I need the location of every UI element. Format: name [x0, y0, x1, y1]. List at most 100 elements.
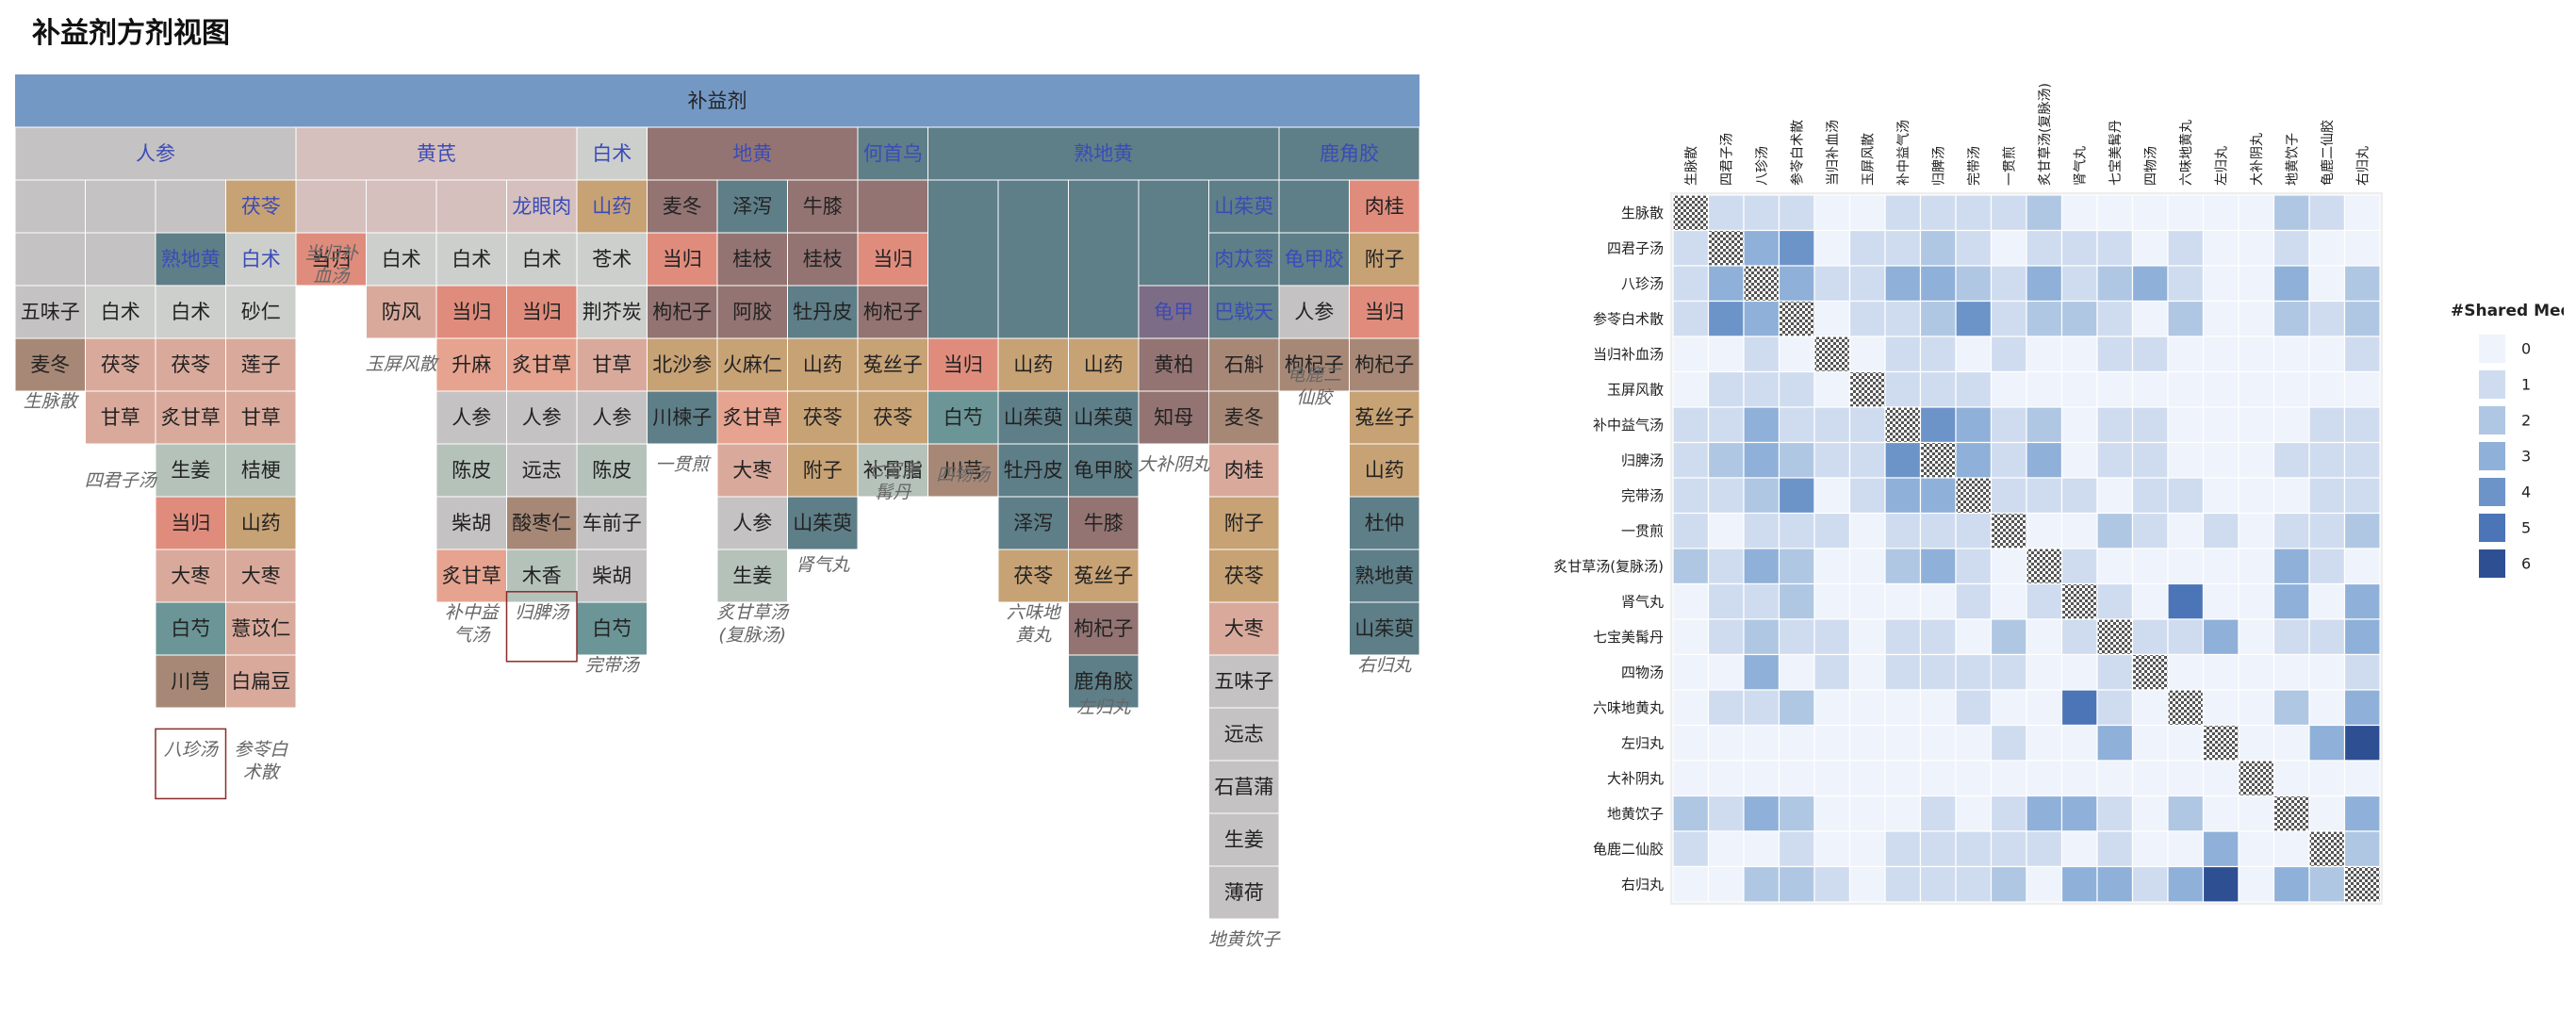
- heatmap-cell[interactable]: [1919, 370, 1957, 408]
- heatmap-cell[interactable]: [2308, 265, 2346, 303]
- heatmap-cell[interactable]: [2167, 618, 2205, 656]
- heatmap-cell[interactable]: [1990, 300, 2027, 337]
- heatmap-cell[interactable]: [1778, 512, 1815, 549]
- formula-label[interactable]: 补中益气汤: [445, 602, 500, 646]
- heatmap-cell[interactable]: [1778, 865, 1815, 903]
- heatmap-cell[interactable]: [2131, 795, 2169, 832]
- heatmap-cell[interactable]: [1672, 441, 1710, 479]
- heatmap-cell[interactable]: [1848, 336, 1886, 373]
- formula-label[interactable]: 归脾汤: [515, 602, 570, 623]
- heatmap-cell[interactable]: [2060, 830, 2098, 868]
- heatmap-cell[interactable]: [2272, 300, 2310, 337]
- heatmap-cell[interactable]: [1778, 370, 1815, 408]
- heatmap-cell[interactable]: [2238, 582, 2275, 620]
- heatmap-cell[interactable]: [1778, 724, 1815, 762]
- heatmap-cell[interactable]: [2238, 300, 2275, 337]
- heatmap-cell[interactable]: [2096, 653, 2134, 691]
- heatmap-cell[interactable]: [1778, 406, 1815, 444]
- heatmap-cell[interactable]: [2308, 300, 2346, 337]
- heatmap-cell[interactable]: [1955, 618, 1993, 656]
- heatmap-cell[interactable]: [2131, 300, 2169, 337]
- heatmap-cell[interactable]: [1990, 512, 2027, 549]
- heatmap-cell[interactable]: [2343, 229, 2381, 267]
- heatmap-cell[interactable]: [1884, 441, 1922, 479]
- heatmap-cell[interactable]: [2272, 582, 2310, 620]
- heatmap-cell[interactable]: [1778, 689, 1815, 727]
- heatmap-cell[interactable]: [1813, 512, 1851, 549]
- heatmap-cell[interactable]: [2238, 265, 2275, 303]
- heatmap-cell[interactable]: [1990, 760, 2027, 797]
- heatmap-cell[interactable]: [2343, 477, 2381, 515]
- heatmap-cell[interactable]: [2202, 760, 2240, 797]
- heatmap-cell[interactable]: [2096, 582, 2134, 620]
- heatmap-cell[interactable]: [1919, 865, 1957, 903]
- heatmap-cell[interactable]: [2131, 406, 2169, 444]
- heatmap-cell[interactable]: [1707, 265, 1745, 303]
- heatmap-cell[interactable]: [2096, 406, 2134, 444]
- heatmap-cell[interactable]: [1743, 795, 1780, 832]
- heatmap-cell[interactable]: [2238, 618, 2275, 656]
- heatmap-cell[interactable]: [1990, 689, 2027, 727]
- heatmap-cell[interactable]: [2308, 406, 2346, 444]
- heatmap-cell[interactable]: [2026, 477, 2063, 515]
- heatmap-cell[interactable]: [2308, 582, 2346, 620]
- formula-label[interactable]: 四物汤: [936, 465, 992, 485]
- heatmap-cell[interactable]: [2026, 265, 2063, 303]
- heatmap-cell[interactable]: [2131, 582, 2169, 620]
- heatmap-cell[interactable]: [1955, 795, 1993, 832]
- heatmap-cell[interactable]: [1848, 512, 1886, 549]
- heatmap-cell[interactable]: [2272, 830, 2310, 868]
- heatmap-cell[interactable]: [1955, 370, 1993, 408]
- heatmap-cell[interactable]: [2202, 406, 2240, 444]
- heatmap-cell[interactable]: [2167, 512, 2205, 549]
- heatmap-cell[interactable]: [2308, 724, 2346, 762]
- heatmap-cell[interactable]: [2026, 582, 2063, 620]
- heatmap-cell[interactable]: [2026, 406, 2063, 444]
- heatmap-cell[interactable]: [2238, 229, 2275, 267]
- heatmap-cell[interactable]: [1955, 477, 1993, 515]
- heatmap-cell[interactable]: [2096, 724, 2134, 762]
- heatmap-cell[interactable]: [1778, 477, 1815, 515]
- heatmap-cell[interactable]: [1919, 441, 1957, 479]
- heatmap-cell[interactable]: [2131, 512, 2169, 549]
- heatmap-cell[interactable]: [1955, 865, 1993, 903]
- heatmap-cell[interactable]: [2343, 830, 2381, 868]
- heatmap-cell[interactable]: [2167, 300, 2205, 337]
- heatmap-cell[interactable]: [2026, 194, 2063, 232]
- heatmap-cell[interactable]: [1955, 265, 1993, 303]
- heatmap-cell[interactable]: [2308, 795, 2346, 832]
- heatmap-cell[interactable]: [1743, 370, 1780, 408]
- heatmap-cell[interactable]: [1707, 865, 1745, 903]
- heatmap-cell[interactable]: [1707, 477, 1745, 515]
- heatmap-cell[interactable]: [2060, 229, 2098, 267]
- heatmap-cell[interactable]: [2026, 618, 2063, 656]
- heatmap-cell[interactable]: [2308, 229, 2346, 267]
- heatmap-cell[interactable]: [1707, 406, 1745, 444]
- heatmap-cell[interactable]: [1919, 760, 1957, 797]
- heatmap-cell[interactable]: [2272, 760, 2310, 797]
- heatmap-cell[interactable]: [2202, 830, 2240, 868]
- heatmap-cell[interactable]: [2272, 441, 2310, 479]
- heatmap-cell[interactable]: [1707, 441, 1745, 479]
- heatmap-cell[interactable]: [2026, 336, 2063, 373]
- heatmap-cell[interactable]: [2096, 795, 2134, 832]
- heatmap-cell[interactable]: [1707, 689, 1745, 727]
- formula-label[interactable]: 八珍汤: [164, 739, 220, 760]
- heatmap-cell[interactable]: [2238, 406, 2275, 444]
- heatmap-cell[interactable]: [1743, 724, 1780, 762]
- heatmap-cell[interactable]: [2343, 370, 2381, 408]
- heatmap-cell[interactable]: [2343, 582, 2381, 620]
- heatmap-cell[interactable]: [1743, 830, 1780, 868]
- heatmap-cell[interactable]: [2167, 477, 2205, 515]
- heatmap-cell[interactable]: [1955, 582, 1993, 620]
- heatmap-cell[interactable]: [1672, 689, 1710, 727]
- heatmap-cell[interactable]: [1778, 618, 1815, 656]
- heatmap-cell[interactable]: [1990, 865, 2027, 903]
- heatmap-cell[interactable]: [2026, 229, 2063, 267]
- heatmap-cell[interactable]: [2060, 760, 2098, 797]
- heatmap-cell[interactable]: [2167, 406, 2205, 444]
- heatmap-cell[interactable]: [1813, 229, 1851, 267]
- heatmap-cell[interactable]: [1743, 336, 1780, 373]
- heatmap-cell[interactable]: [1955, 653, 1993, 691]
- heatmap-cell[interactable]: [2026, 689, 2063, 727]
